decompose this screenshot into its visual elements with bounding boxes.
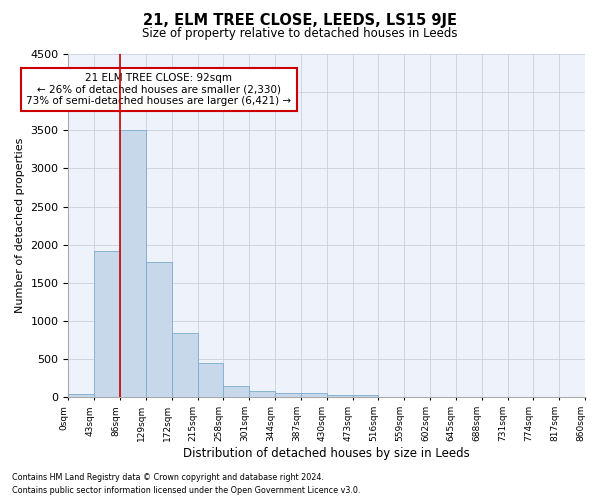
Text: Contains HM Land Registry data © Crown copyright and database right 2024.
Contai: Contains HM Land Registry data © Crown c… (12, 474, 361, 495)
Bar (301, 393, 327, 398)
Bar (353, 395, 379, 398)
Y-axis label: Number of detached properties: Number of detached properties (15, 138, 25, 314)
Text: 21 ELM TREE CLOSE: 92sqm
← 26% of detached houses are smaller (2,330)
73% of sem: 21 ELM TREE CLOSE: 92sqm ← 26% of detach… (26, 73, 292, 106)
Text: 21, ELM TREE CLOSE, LEEDS, LS15 9JE: 21, ELM TREE CLOSE, LEEDS, LS15 9JE (143, 12, 457, 28)
Bar (120, 130, 146, 398)
Bar (146, 262, 172, 398)
Bar (327, 395, 353, 398)
Bar (249, 390, 275, 398)
Bar (68, 394, 94, 398)
Bar (172, 334, 197, 398)
Text: Size of property relative to detached houses in Leeds: Size of property relative to detached ho… (142, 28, 458, 40)
X-axis label: Distribution of detached houses by size in Leeds: Distribution of detached houses by size … (184, 447, 470, 460)
Bar (223, 386, 249, 398)
Bar (197, 362, 223, 398)
Bar (94, 251, 120, 398)
Bar (275, 393, 301, 398)
